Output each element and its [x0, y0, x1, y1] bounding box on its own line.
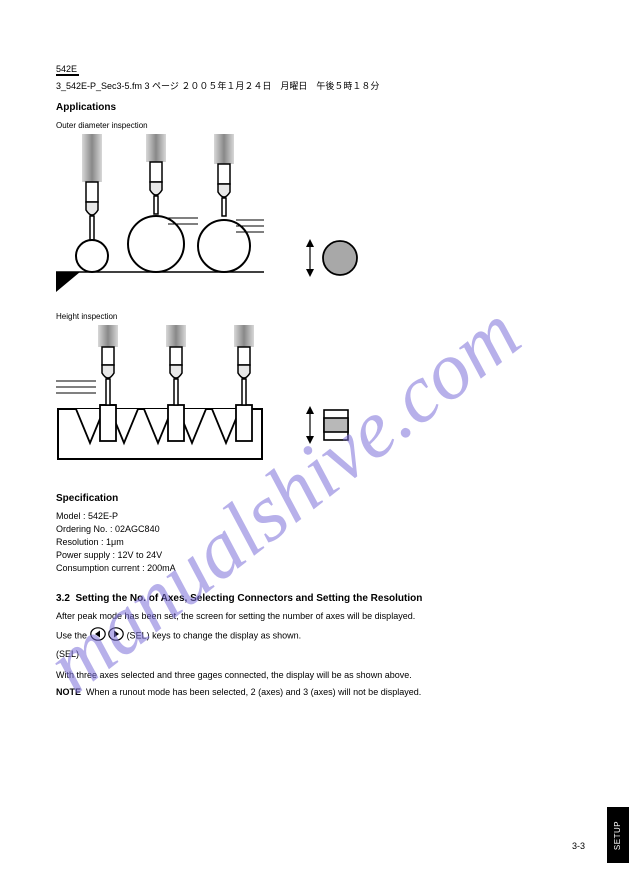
p2a: Use the — [56, 631, 90, 641]
page-number: 3-3 — [572, 841, 585, 851]
right-arrow-key-icon — [108, 627, 124, 645]
section3-p1: After peak mode has been set, the screen… — [56, 610, 574, 623]
section-number: 3.2 — [56, 593, 70, 604]
diagram-row-height: Height inspection — [56, 312, 574, 465]
section3-p2: Use the (SEL) keys to change the display… — [56, 627, 574, 645]
section-3-2-title: 3.2 Setting the No. of Axes, Selecting C… — [56, 593, 574, 604]
applications-title: Applications — [56, 102, 574, 113]
section3-p3: With three axes selected and three gages… — [56, 669, 574, 682]
height-legend — [304, 404, 362, 446]
sel-label: (SEL) — [56, 649, 574, 659]
spec-list: Model : 542E-P Ordering No. : 02AGC840 R… — [56, 510, 574, 575]
side-tab: SETUP — [607, 807, 629, 863]
spec-k-2: Resolution — [56, 536, 99, 549]
spec-v-2: : 1μm — [101, 537, 124, 547]
note-body: When a runout mode has been selected, 2 … — [86, 687, 421, 697]
diagram2-label: Height inspection — [56, 312, 264, 321]
header-sub: 3_542E-P_Sec3-5.fm 3 ページ ２００５年１月２４日 月曜日 … — [56, 79, 574, 92]
section3-note: NOTE When a runout mode has been selecte… — [56, 686, 574, 699]
section-heading: Setting the No. of Axes, Selecting Conne… — [75, 593, 422, 604]
spec-k-3: Power supply — [56, 549, 110, 562]
header-line: 542E — [56, 64, 79, 76]
note-label: NOTE — [56, 687, 81, 697]
outer-diameter-legend — [304, 237, 362, 279]
height-diagram — [56, 325, 264, 465]
spec-title: Specification — [56, 493, 574, 504]
spec-v-3: : 12V to 24V — [113, 550, 163, 560]
spec-k-4: Consumption current — [56, 562, 140, 575]
diagram1-label: Outer diameter inspection — [56, 121, 264, 130]
outer-diameter-diagram — [56, 134, 264, 292]
spec-v-1: : 02AGC840 — [110, 524, 160, 534]
diagram-row-outer: Outer diameter inspection — [56, 121, 574, 292]
spec-k-1: Ordering No. — [56, 523, 108, 536]
left-arrow-key-icon — [90, 627, 106, 645]
spec-v-0: : 542E-P — [83, 511, 118, 521]
p2b: (SEL) keys to change the display as show… — [127, 631, 302, 641]
spec-v-4: : 200mA — [142, 563, 176, 573]
side-tab-label: SETUP — [614, 820, 623, 849]
spec-k-0: Model — [56, 510, 81, 523]
